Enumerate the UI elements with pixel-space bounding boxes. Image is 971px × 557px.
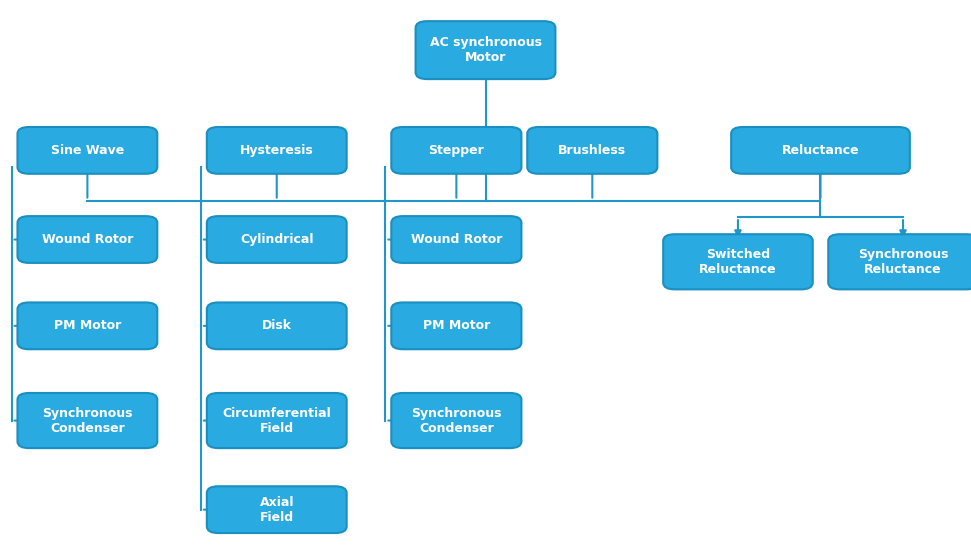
Text: PM Motor: PM Motor [53,319,121,333]
Text: Synchronous
Reluctance: Synchronous Reluctance [857,248,949,276]
Text: AC synchronous
Motor: AC synchronous Motor [429,36,542,64]
FancyBboxPatch shape [391,127,521,174]
FancyBboxPatch shape [207,127,347,174]
Text: Disk: Disk [262,319,291,333]
FancyBboxPatch shape [207,393,347,448]
FancyBboxPatch shape [828,234,971,290]
FancyBboxPatch shape [527,127,657,174]
Text: Axial
Field: Axial Field [259,496,294,524]
FancyBboxPatch shape [731,127,910,174]
Text: Hysteresis: Hysteresis [240,144,314,157]
Text: Stepper: Stepper [428,144,485,157]
FancyBboxPatch shape [663,234,813,290]
Text: Cylindrical: Cylindrical [240,233,314,246]
Text: Synchronous
Condenser: Synchronous Condenser [411,407,502,434]
FancyBboxPatch shape [17,127,157,174]
Text: Circumferential
Field: Circumferential Field [222,407,331,434]
FancyBboxPatch shape [416,21,555,79]
Text: Wound Rotor: Wound Rotor [42,233,133,246]
Text: Synchronous
Condenser: Synchronous Condenser [42,407,133,434]
Text: Switched
Reluctance: Switched Reluctance [699,248,777,276]
Text: PM Motor: PM Motor [422,319,490,333]
Text: Wound Rotor: Wound Rotor [411,233,502,246]
Text: Brushless: Brushless [558,144,626,157]
FancyBboxPatch shape [17,393,157,448]
Text: Reluctance: Reluctance [782,144,859,157]
FancyBboxPatch shape [391,393,521,448]
FancyBboxPatch shape [207,216,347,263]
FancyBboxPatch shape [391,302,521,349]
FancyBboxPatch shape [207,302,347,349]
Text: Sine Wave: Sine Wave [50,144,124,157]
FancyBboxPatch shape [207,486,347,533]
FancyBboxPatch shape [391,216,521,263]
FancyBboxPatch shape [17,302,157,349]
FancyBboxPatch shape [17,216,157,263]
